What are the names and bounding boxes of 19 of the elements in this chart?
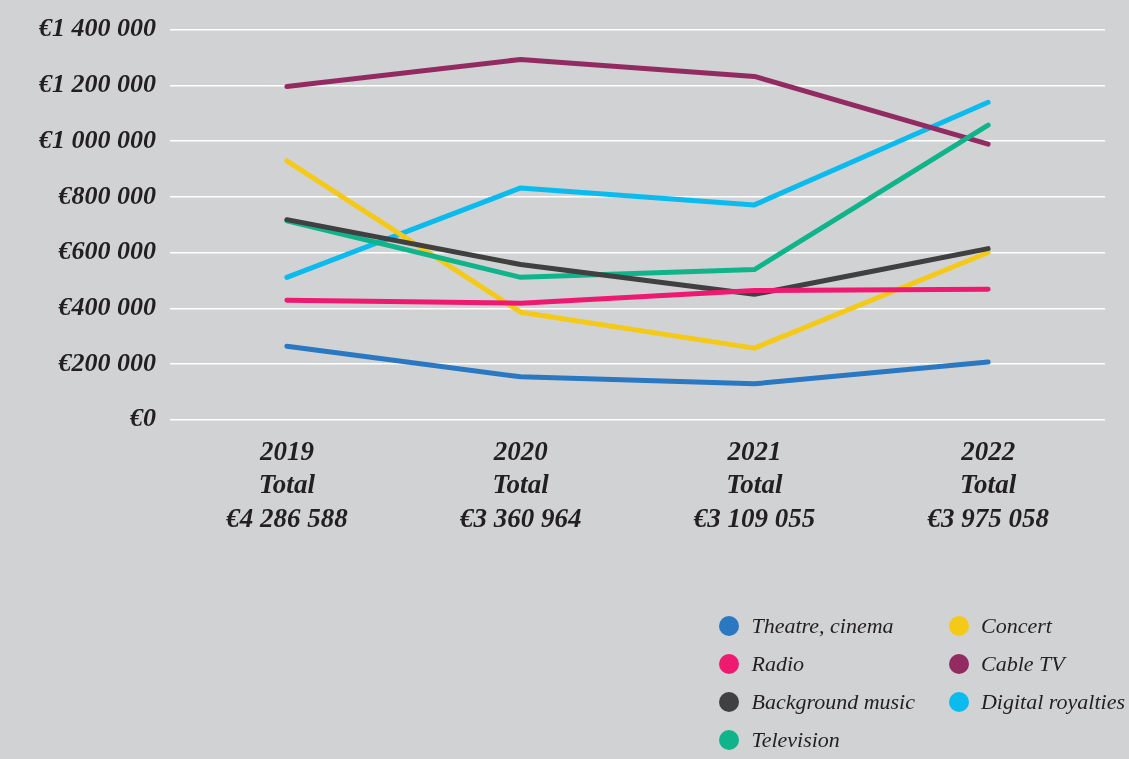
- legend-label: Digital royalties: [980, 689, 1125, 715]
- y-tick-label: €200 000: [57, 347, 156, 377]
- x-tick-label: 2019 Total €4 286 588: [225, 435, 349, 534]
- legend-label: Television: [751, 727, 840, 753]
- legend-label: Theatre, cinema: [751, 613, 894, 639]
- x-tick-label: 2021 Total €3 109 055: [692, 435, 816, 534]
- legend-label: Cable TV: [980, 651, 1065, 677]
- y-tick-label: €1 000 000: [38, 124, 156, 154]
- y-tick-label: €600 000: [57, 236, 156, 266]
- y-tick-label: €0: [129, 403, 156, 433]
- y-tick-label: €1 400 000: [38, 13, 156, 43]
- legend-label: Concert: [980, 613, 1052, 639]
- x-tick-label: 2022 Total €3 975 058: [926, 435, 1050, 534]
- x-tick-label: 2020 Total €3 360 964: [458, 435, 582, 534]
- legend-label: Background music: [751, 689, 915, 715]
- legend-label: Radio: [751, 651, 804, 677]
- y-tick-label: €1 200 000: [38, 69, 156, 99]
- y-tick-label: €800 000: [57, 180, 156, 210]
- y-tick-label: €400 000: [57, 292, 156, 321]
